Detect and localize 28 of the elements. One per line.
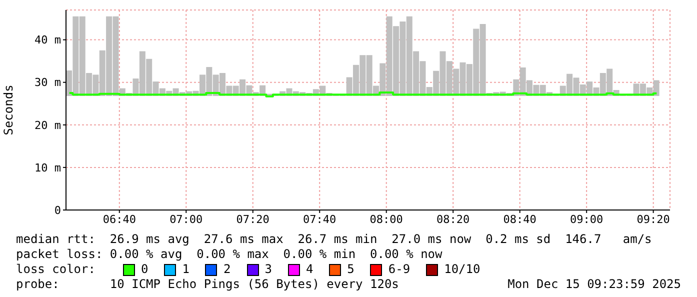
x-tick-label: 08:40	[503, 212, 536, 226]
x-tick-label: 09:20	[636, 212, 670, 226]
y-tick-label: 20 m	[34, 118, 62, 132]
y-axis-title: Seconds	[1, 84, 16, 136]
x-tick-label: 08:00	[370, 212, 403, 226]
legend-label: 4	[304, 262, 314, 277]
x-tick-label: 07:40	[303, 212, 336, 226]
x-tick-label: 09:00	[570, 212, 604, 226]
x-tick-label: 06:40	[102, 212, 136, 226]
y-tick-label: 30 m	[34, 76, 62, 90]
x-tick-label: 07:20	[236, 212, 270, 226]
x-tick-label: 07:00	[170, 212, 203, 226]
y-tick-label: 40 m	[34, 34, 62, 47]
legend-label: 2	[222, 262, 231, 277]
legend-label: 0	[140, 262, 148, 277]
y-tick-label: 0	[54, 204, 61, 217]
legend-label: 3	[264, 262, 272, 277]
text: packet loss: 0.00 % avg 0.00 % max 0.00 % min 0.00 % now	[16, 247, 444, 262]
legend-label: 6-9	[387, 262, 410, 277]
legend-label: 10/10	[443, 262, 480, 277]
legend-label: 1	[181, 262, 190, 277]
text: Mon Dec 15 09:23:59 2025	[508, 277, 681, 292]
text: median rtt: 26.9 ms avg 27.6 ms max 26.7 ms min 27.0 ms now 0.2 ms sd 146.7 am/s	[16, 232, 653, 247]
y-tick-label: 10 m	[34, 161, 62, 174]
x-tick-label: 08:20	[436, 212, 470, 226]
legend-title: loss color:	[16, 262, 96, 277]
legend-label: 5	[346, 262, 354, 277]
text: probe: 10 ICMP Echo Pings (56 Bytes) every 120s	[16, 277, 399, 292]
